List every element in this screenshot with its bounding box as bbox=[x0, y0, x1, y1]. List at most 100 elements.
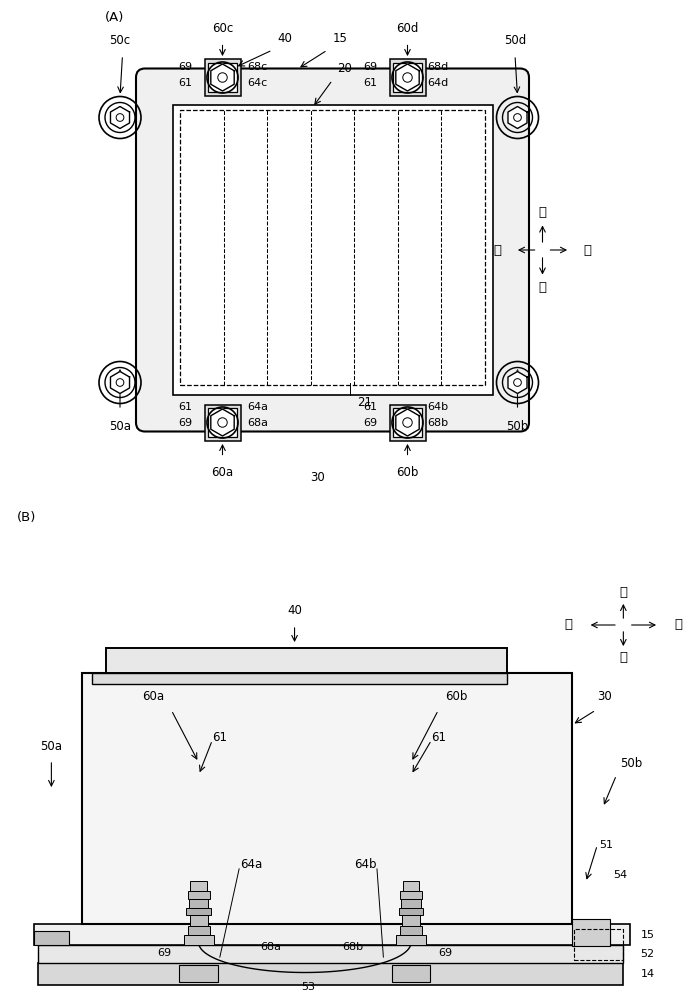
Text: 64d: 64d bbox=[427, 78, 449, 88]
Text: 61: 61 bbox=[364, 402, 377, 412]
Bar bbox=[190, 915, 208, 926]
Text: (B): (B) bbox=[17, 511, 36, 524]
Bar bbox=[38, 962, 623, 985]
Text: 20: 20 bbox=[338, 62, 352, 75]
Text: 61: 61 bbox=[179, 78, 192, 88]
Text: 69: 69 bbox=[363, 62, 377, 73]
Bar bbox=[188, 891, 210, 898]
Text: 14: 14 bbox=[640, 969, 655, 979]
Text: 69: 69 bbox=[438, 948, 453, 958]
Bar bbox=[400, 926, 422, 935]
Text: 50a: 50a bbox=[40, 740, 62, 752]
Bar bbox=[403, 881, 419, 891]
Bar bbox=[190, 881, 207, 891]
Text: 50b: 50b bbox=[506, 420, 529, 433]
Bar bbox=[399, 908, 423, 915]
Bar bbox=[189, 898, 208, 908]
Text: 69: 69 bbox=[178, 418, 192, 428]
Polygon shape bbox=[396, 409, 419, 436]
Bar bbox=[205, 60, 240, 96]
Text: 68a: 68a bbox=[260, 942, 282, 952]
Text: 60a: 60a bbox=[142, 690, 164, 702]
Text: 右: 右 bbox=[538, 206, 547, 219]
Text: 30: 30 bbox=[597, 690, 612, 702]
Text: 后: 后 bbox=[674, 618, 682, 632]
Bar bbox=[173, 105, 493, 395]
Bar bbox=[188, 926, 210, 935]
Polygon shape bbox=[211, 64, 234, 91]
Bar bbox=[401, 898, 421, 908]
Bar bbox=[572, 918, 610, 946]
Text: 15: 15 bbox=[332, 32, 347, 45]
Text: 68c: 68c bbox=[247, 62, 268, 73]
Bar bbox=[92, 672, 507, 684]
Bar bbox=[205, 404, 240, 440]
Bar bbox=[106, 648, 507, 672]
Polygon shape bbox=[508, 371, 527, 393]
Text: 后: 后 bbox=[584, 243, 592, 256]
Text: (A): (A) bbox=[105, 11, 125, 24]
Bar bbox=[179, 965, 218, 982]
Bar bbox=[208, 63, 236, 92]
Text: 53: 53 bbox=[301, 982, 315, 992]
Text: 64a: 64a bbox=[247, 402, 269, 412]
Text: 15: 15 bbox=[640, 930, 654, 940]
Text: 69: 69 bbox=[363, 418, 377, 428]
Text: 60c: 60c bbox=[212, 22, 233, 35]
Bar bbox=[396, 935, 426, 945]
Text: 21: 21 bbox=[358, 396, 373, 409]
Bar bbox=[34, 924, 630, 945]
Polygon shape bbox=[508, 106, 527, 128]
Text: 60a: 60a bbox=[212, 466, 234, 479]
Bar bbox=[390, 404, 425, 440]
Polygon shape bbox=[110, 106, 129, 128]
Text: 68d: 68d bbox=[427, 62, 449, 73]
Text: 64b: 64b bbox=[354, 858, 377, 871]
Polygon shape bbox=[211, 409, 234, 436]
Text: 50c: 50c bbox=[110, 34, 131, 47]
Bar bbox=[393, 408, 421, 437]
Polygon shape bbox=[396, 64, 419, 91]
Text: 60b: 60b bbox=[445, 690, 468, 702]
Bar bbox=[393, 63, 421, 92]
Text: 60d: 60d bbox=[397, 22, 419, 35]
Text: 前: 前 bbox=[564, 618, 573, 632]
Text: 69: 69 bbox=[157, 948, 171, 958]
Bar bbox=[390, 60, 425, 96]
Text: 51: 51 bbox=[599, 840, 613, 850]
Bar bbox=[574, 929, 623, 960]
Text: 64a: 64a bbox=[240, 858, 262, 871]
Bar bbox=[400, 891, 422, 898]
Text: 40: 40 bbox=[277, 32, 292, 45]
Text: 50b: 50b bbox=[620, 757, 642, 770]
Bar bbox=[402, 915, 420, 926]
Text: 61: 61 bbox=[179, 402, 192, 412]
FancyBboxPatch shape bbox=[136, 68, 529, 432]
Polygon shape bbox=[110, 371, 129, 393]
Text: 50a: 50a bbox=[109, 420, 131, 433]
Text: 40: 40 bbox=[287, 604, 302, 617]
Text: 68a: 68a bbox=[247, 418, 269, 428]
Text: 54: 54 bbox=[613, 870, 627, 880]
Bar bbox=[575, 930, 610, 945]
Bar bbox=[208, 408, 236, 437]
Bar bbox=[180, 110, 485, 385]
Bar bbox=[186, 908, 211, 915]
Text: 69: 69 bbox=[178, 62, 192, 73]
Text: 64b: 64b bbox=[427, 402, 449, 412]
Text: 64c: 64c bbox=[247, 78, 268, 88]
Text: 前: 前 bbox=[493, 243, 501, 256]
Bar bbox=[38, 945, 623, 962]
Text: 61: 61 bbox=[432, 731, 447, 744]
Bar bbox=[82, 672, 572, 924]
Text: 下: 下 bbox=[619, 651, 627, 664]
Text: 61: 61 bbox=[212, 731, 227, 744]
Bar bbox=[184, 935, 214, 945]
Text: 52: 52 bbox=[640, 949, 655, 959]
Text: 68b: 68b bbox=[342, 942, 363, 952]
Text: 上: 上 bbox=[619, 586, 627, 599]
Text: 30: 30 bbox=[310, 471, 325, 484]
Bar bbox=[34, 931, 68, 945]
Bar bbox=[392, 965, 430, 982]
Text: 68b: 68b bbox=[427, 418, 449, 428]
